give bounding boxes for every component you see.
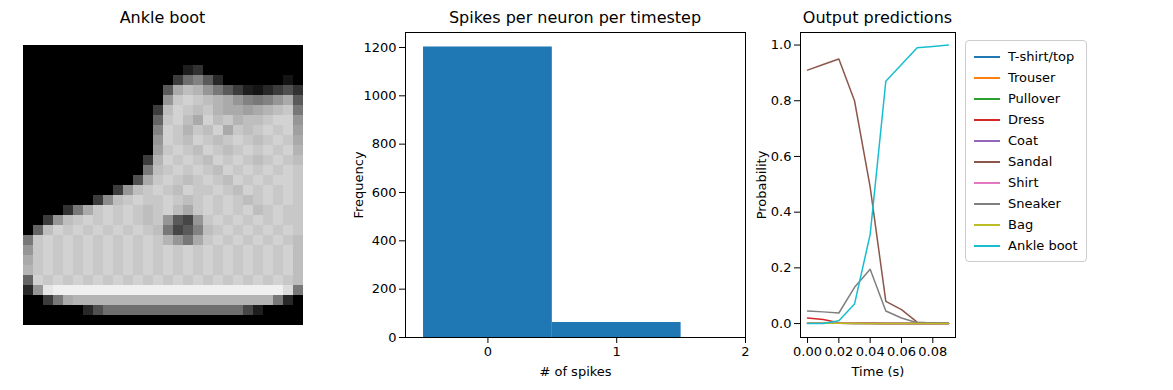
svg-text:0.6: 0.6 — [771, 149, 792, 164]
svg-text:Probability: Probability — [754, 150, 769, 219]
html-text:Shirt: Shirt — [1008, 175, 1039, 190]
svg-text:0: 0 — [484, 344, 492, 359]
svg-text:0.8: 0.8 — [771, 93, 792, 108]
svg-text:0.00: 0.00 — [793, 344, 822, 359]
svg-text:0.0: 0.0 — [771, 316, 792, 331]
svg-text:1200: 1200 — [363, 40, 396, 55]
html-text:Sneaker: Sneaker — [1008, 196, 1061, 211]
svg-text:0.08: 0.08 — [918, 344, 947, 359]
html-text:T-shirt/top: T-shirt/top — [1008, 49, 1075, 64]
html-text:Output predictions: Output predictions — [802, 8, 953, 27]
svg-text:800: 800 — [372, 136, 397, 151]
html-text:Ankle boot: Ankle boot — [119, 8, 206, 27]
html-text:Ankle boot: Ankle boot — [1008, 238, 1078, 253]
svg-text:Frequency: Frequency — [351, 151, 366, 218]
svg-text:Time (s): Time (s) — [851, 364, 905, 379]
html-text:Trouser: Trouser — [1008, 70, 1056, 85]
svg-text:600: 600 — [372, 185, 397, 200]
svg-text:2: 2 — [741, 344, 749, 359]
html-text:Bag: Bag — [1008, 217, 1034, 232]
html-text:Spikes per neuron per timestep: Spikes per neuron per timestep — [448, 8, 702, 27]
html-text:Coat: Coat — [1008, 133, 1039, 148]
svg-text:0.04: 0.04 — [856, 344, 885, 359]
svg-text:0.02: 0.02 — [824, 344, 853, 359]
svg-text:400: 400 — [372, 233, 397, 248]
svg-text:0.2: 0.2 — [771, 260, 792, 275]
svg-text:200: 200 — [372, 281, 397, 296]
svg-text:0: 0 — [388, 330, 396, 345]
html-text:Dress: Dress — [1008, 112, 1045, 127]
svg-text:0.06: 0.06 — [887, 344, 916, 359]
svg-text:1: 1 — [613, 344, 621, 359]
html-text:Pullover: Pullover — [1008, 91, 1061, 106]
svg-text:0.4: 0.4 — [771, 204, 792, 219]
svg-text:1000: 1000 — [363, 88, 396, 103]
svg-text:1.0: 1.0 — [771, 37, 792, 52]
svg-text:# of spikes: # of spikes — [539, 364, 611, 379]
html-text:Sandal: Sandal — [1008, 154, 1053, 169]
